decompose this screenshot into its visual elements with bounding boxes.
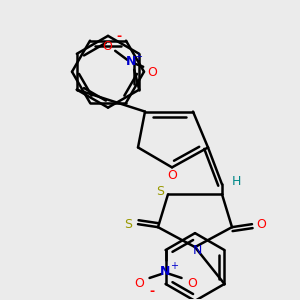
Text: O: O <box>256 218 266 231</box>
Text: S: S <box>156 185 164 198</box>
Text: +: + <box>169 261 178 271</box>
Text: N: N <box>192 244 202 256</box>
Text: -: - <box>149 285 154 298</box>
Text: +: + <box>134 52 142 62</box>
Text: H: H <box>231 175 241 188</box>
Text: O: O <box>167 169 177 182</box>
Text: N: N <box>126 55 136 68</box>
Text: O: O <box>135 278 145 290</box>
Text: O: O <box>102 40 112 53</box>
Text: -: - <box>117 30 122 44</box>
Text: S: S <box>124 218 132 231</box>
Text: N: N <box>160 266 171 278</box>
Text: O: O <box>188 278 197 290</box>
Text: O: O <box>147 66 157 79</box>
